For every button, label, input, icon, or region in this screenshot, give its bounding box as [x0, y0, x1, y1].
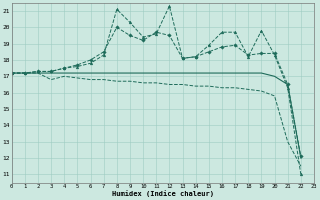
- X-axis label: Humidex (Indice chaleur): Humidex (Indice chaleur): [112, 190, 214, 197]
